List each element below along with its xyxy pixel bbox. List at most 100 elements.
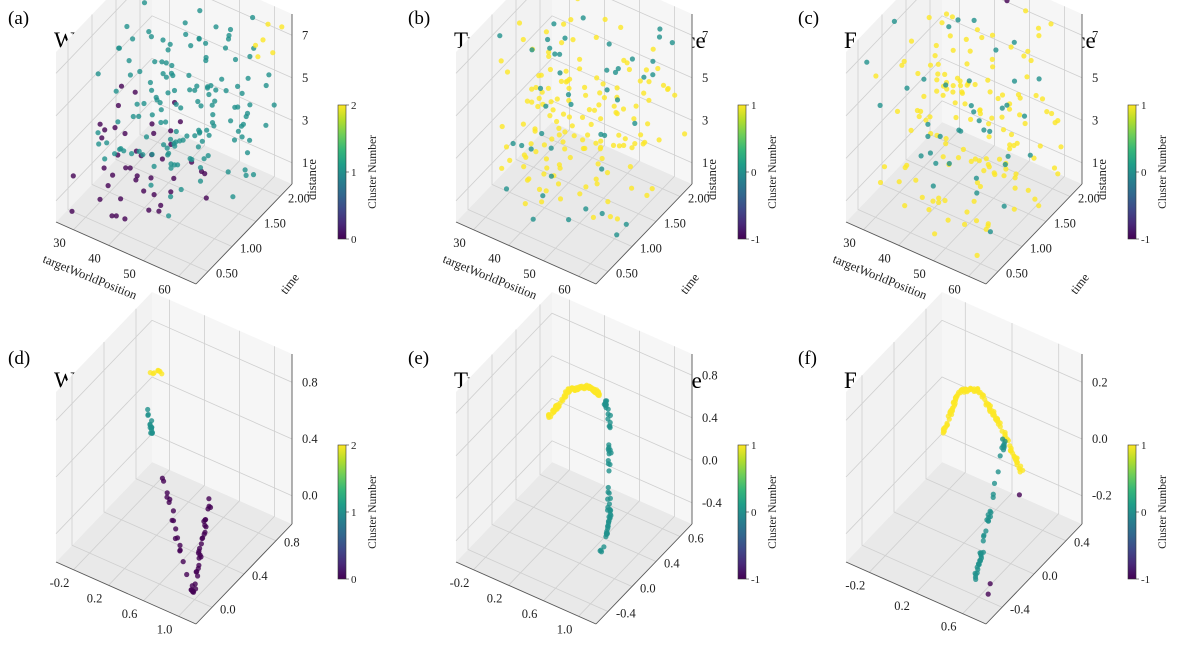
data-point-cluster-0	[987, 128, 993, 134]
data-point-cluster-0	[141, 188, 147, 194]
data-point-cluster-1	[225, 36, 232, 42]
data-point-cluster-1	[539, 199, 545, 205]
data-point-cluster-0	[864, 59, 870, 65]
data-point-cluster-1	[950, 47, 956, 53]
z-tick-label: 1	[702, 156, 708, 170]
x-tick-label: 30	[53, 236, 66, 250]
data-point-cluster-1	[557, 196, 564, 202]
grid-line-z	[55, 100, 293, 202]
data-point-cluster-1	[598, 138, 604, 144]
data-point-cluster-0	[203, 195, 209, 201]
data-point-cluster-1	[533, 84, 539, 91]
data-point-cluster-1	[219, 76, 225, 82]
data-point-cluster-1	[520, 36, 526, 43]
z-tick-label: -0.2	[1092, 489, 1112, 503]
data-point-cluster-0	[985, 518, 991, 524]
data-point-cluster-2	[151, 370, 157, 376]
data-point-cluster-1	[250, 14, 256, 21]
data-point-cluster-1	[166, 213, 172, 219]
data-point-cluster-1	[561, 21, 567, 27]
z-axis-label: distance	[1095, 159, 1109, 200]
data-point-cluster-1	[153, 94, 159, 100]
data-point-cluster-0	[623, 221, 629, 227]
data-point-cluster-1	[621, 142, 627, 148]
y-tick-label: 0.50	[1006, 267, 1028, 281]
data-point-cluster-0	[194, 569, 200, 575]
data-point-cluster-0	[632, 120, 638, 126]
right-pane	[552, 0, 692, 184]
data-point-cluster-1	[168, 165, 174, 171]
data-point-cluster-1	[570, 37, 576, 43]
data-point-cluster-0	[70, 173, 76, 179]
data-point-cluster-1	[1025, 48, 1031, 54]
grid-line-y	[515, 329, 657, 562]
data-point-cluster-1	[575, 0, 580, 2]
colorbar-tick-label: 0	[751, 507, 757, 519]
data-point-cluster-1	[562, 129, 568, 135]
data-point-cluster-1	[546, 53, 552, 60]
data-point-cluster-0	[650, 72, 656, 78]
chart-panel-a: (a)WTTC Original Space304050600.501.001.…	[8, 0, 379, 303]
data-point-cluster-1	[1032, 196, 1038, 202]
data-point-cluster-1	[596, 102, 602, 108]
data-point-cluster-1	[899, 62, 905, 68]
data-point-cluster-1	[547, 113, 553, 119]
panel-label: (d)	[8, 348, 30, 369]
data-point-cluster-0	[990, 491, 996, 497]
data-point-cluster-0	[548, 145, 554, 151]
data-point-cluster-0	[612, 69, 619, 75]
data-point-cluster-1	[95, 130, 101, 136]
y-tick-label: 0.8	[284, 536, 300, 550]
data-point-cluster-1	[656, 137, 662, 143]
data-point-cluster-1	[196, 130, 203, 136]
data-point-cluster-1	[149, 87, 155, 93]
data-point-cluster-1	[611, 103, 617, 109]
grid-line-y	[539, 304, 681, 537]
data-point-cluster-0	[974, 190, 980, 196]
data-point-cluster-1	[996, 156, 1003, 162]
data-point-cluster-1	[546, 412, 552, 418]
data-point-cluster-1	[96, 141, 102, 147]
y-axis-line	[595, 183, 693, 285]
data-point-cluster-1	[595, 389, 601, 395]
data-point-cluster-1	[148, 182, 154, 188]
data-point-cluster-1	[146, 29, 152, 35]
data-point-cluster-1	[942, 71, 948, 77]
data-point-cluster-2	[279, 24, 285, 30]
data-point-cluster-0	[606, 41, 612, 47]
data-point-cluster-0	[614, 232, 620, 238]
floor-pane	[56, 122, 292, 284]
z-tick-label: 0.0	[702, 453, 718, 467]
data-point-cluster-1	[543, 156, 549, 162]
data-point-cluster-1	[665, 85, 671, 92]
data-point-cluster-1	[964, 61, 970, 67]
data-point-cluster-1	[130, 113, 136, 120]
data-point-cluster-1	[271, 102, 277, 108]
data-point-cluster-1	[640, 141, 646, 147]
y-tick-label: 0.4	[252, 569, 268, 583]
data-point-cluster-0	[656, 34, 663, 40]
data-point-cluster-1	[1039, 96, 1046, 102]
data-point-cluster-1	[171, 87, 178, 94]
data-point-cluster-1	[643, 67, 649, 73]
grid-line-y	[139, 0, 281, 197]
y-axis-line	[985, 523, 1083, 625]
y-tick-label: 0.50	[216, 267, 238, 281]
data-point-cluster-1	[637, 78, 643, 84]
data-point-cluster-1	[981, 168, 987, 174]
data-point-cluster-1	[554, 404, 560, 410]
data-point-cluster-1	[977, 107, 983, 113]
data-point-cluster-0	[987, 514, 993, 520]
data-point-cluster-1	[972, 81, 978, 88]
data-point-cluster-1	[1035, 25, 1042, 31]
z-tick-label: 0.8	[302, 375, 318, 389]
grid-line-y	[135, 308, 277, 542]
data-point-cluster-1	[213, 24, 219, 30]
data-point-cluster-1	[991, 170, 997, 176]
data-point-cluster-1	[972, 156, 978, 162]
x-axis-line	[845, 561, 987, 625]
data-point-cluster-1	[593, 140, 599, 146]
data-point-cluster-0	[69, 208, 75, 214]
data-point-cluster-1	[571, 133, 577, 139]
data-point-cluster-0	[149, 121, 155, 127]
